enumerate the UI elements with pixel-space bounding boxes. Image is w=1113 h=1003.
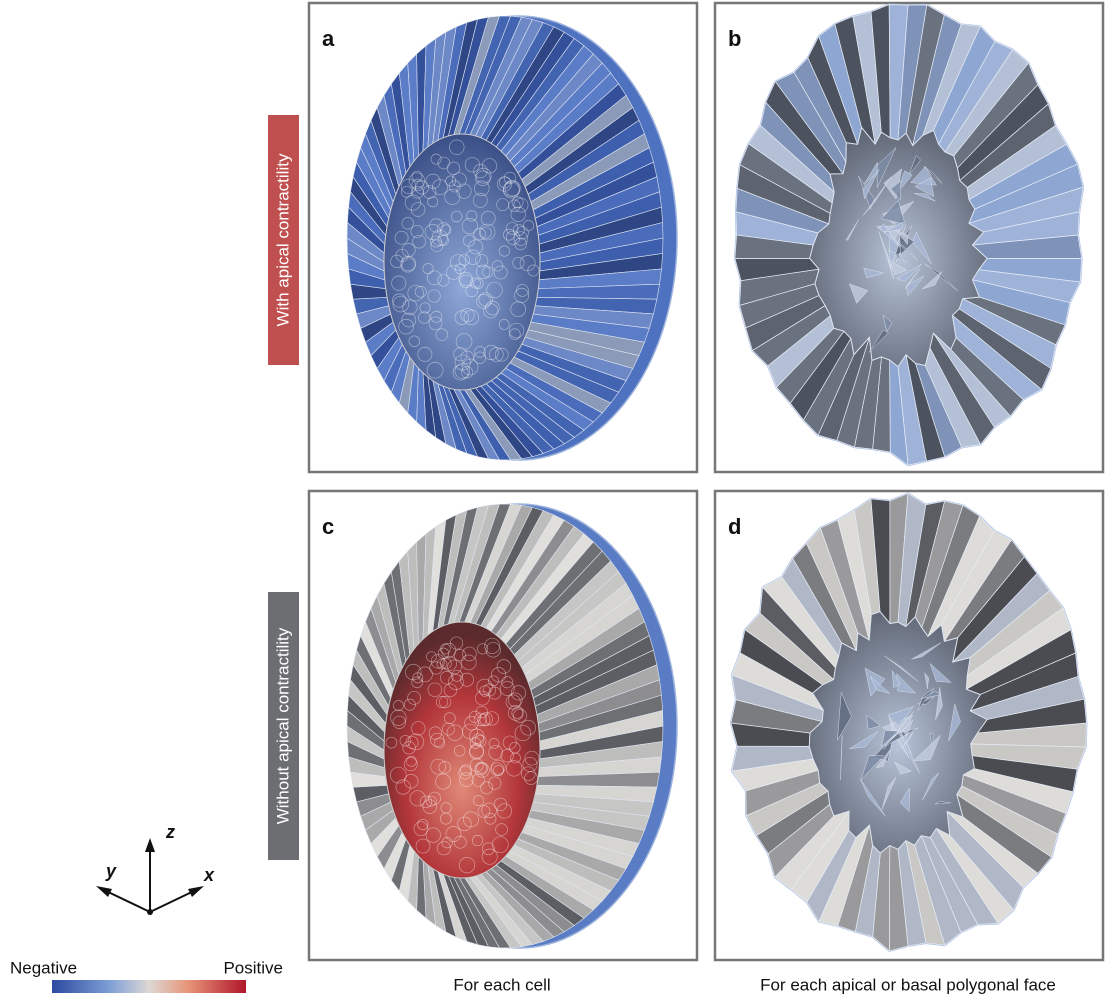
arrow-head [188,886,204,897]
panel-label: c [322,514,334,539]
axis-label: y [105,861,117,881]
row-label: Without apical contractility [273,627,292,824]
panel-c: c [309,491,697,960]
colorbar-min-label: Negative [10,958,77,977]
arrow-head [145,838,155,852]
panel-d: d [715,491,1103,960]
panel-label: d [728,514,741,539]
panel-label: b [728,26,741,51]
axis-label: z [165,822,175,842]
arrow-head [96,886,112,897]
colorbar [52,980,246,993]
origin [147,909,153,915]
panel-a: a [309,3,697,472]
axis-arrow [104,890,150,912]
axis-label: x [203,865,215,885]
column-caption: For each apical or basal polygonal face [760,975,1056,994]
axis-arrow [150,890,196,912]
cavity [384,134,540,390]
row-label: With apical contractility [273,153,292,326]
column-caption: For each cell [453,975,550,994]
panel-label: a [322,26,335,51]
colorbar-max-label: Positive [223,958,283,977]
panel-b: b [715,3,1103,472]
figure: a b c d With apical contractility Withou… [0,0,1113,1003]
